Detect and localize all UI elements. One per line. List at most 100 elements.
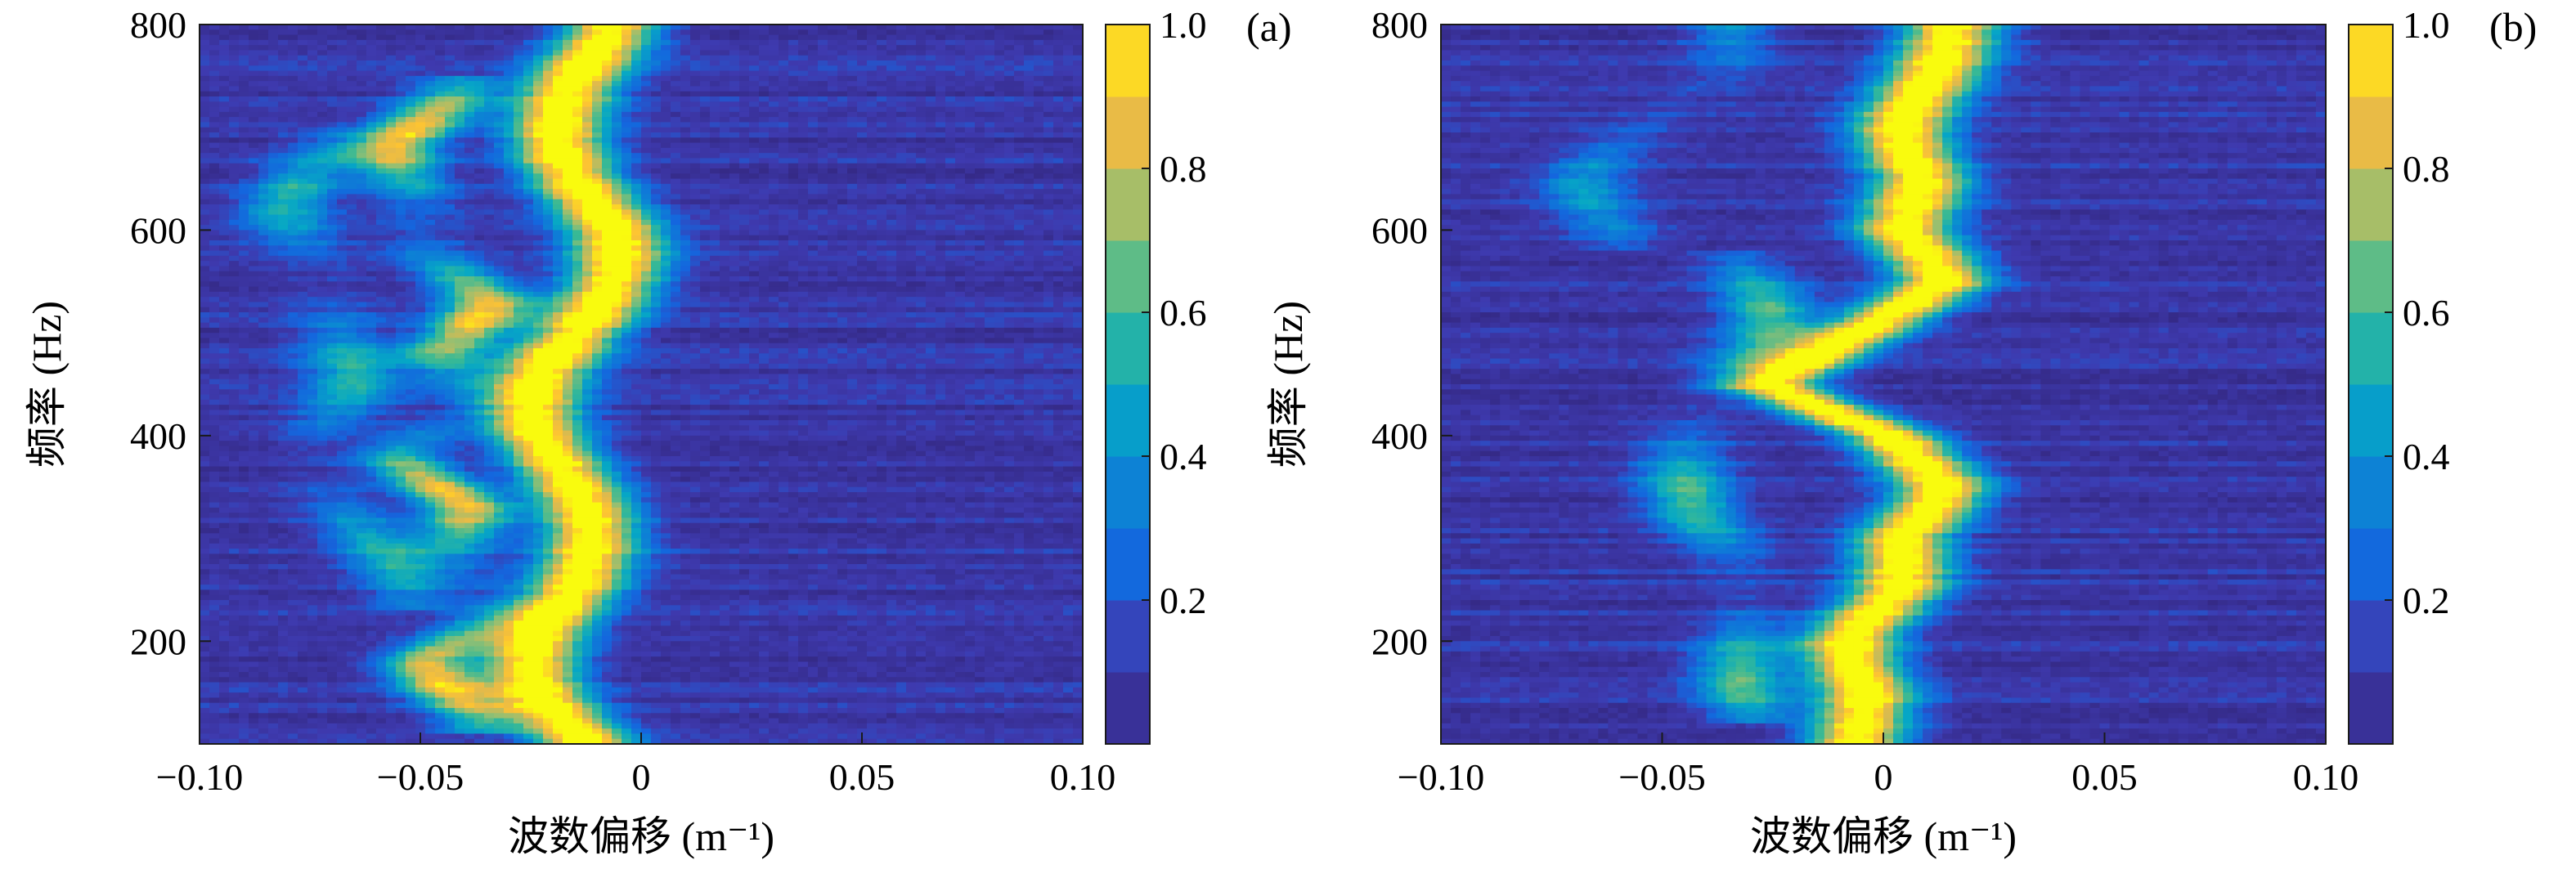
- heatmap-cell: [249, 291, 259, 298]
- heatmap-cell: [1043, 137, 1054, 144]
- heatmap-cell: [749, 65, 760, 72]
- heatmap-cell: [867, 189, 877, 195]
- heatmap-cell: [317, 235, 328, 241]
- heatmap-cell: [788, 45, 799, 52]
- heatmap-cell: [425, 60, 436, 66]
- heatmap-cell: [955, 45, 966, 52]
- heatmap-cell: [975, 137, 985, 144]
- heatmap-cell: [366, 39, 377, 46]
- heatmap-cell: [307, 81, 318, 87]
- heatmap-cell: [592, 91, 603, 97]
- heatmap-cell: [592, 291, 603, 298]
- heatmap-cell: [572, 297, 583, 303]
- heatmap-cell: [602, 183, 613, 190]
- heatmap-cell: [602, 101, 613, 108]
- heatmap-cell: [769, 34, 779, 41]
- heatmap-cell: [661, 178, 671, 185]
- heatmap-cell: [592, 194, 603, 200]
- heatmap-cell: [1034, 106, 1044, 113]
- heatmap-cell: [641, 50, 652, 56]
- heatmap-cell: [1053, 60, 1064, 66]
- heatmap-cell: [690, 65, 701, 72]
- heatmap-cell: [867, 55, 877, 61]
- heatmap-cell: [514, 281, 524, 288]
- heatmap-cell: [200, 86, 210, 92]
- heatmap-cell: [651, 81, 662, 87]
- heatmap-cell: [523, 142, 534, 149]
- heatmap-cell: [396, 271, 406, 277]
- heatmap-cell: [474, 199, 485, 205]
- heatmap-cell: [798, 55, 809, 61]
- heatmap-cell: [455, 271, 465, 277]
- heatmap-cell: [877, 209, 887, 216]
- heatmap-cell: [779, 255, 789, 262]
- heatmap-cell: [396, 209, 406, 216]
- heatmap-cell: [965, 219, 976, 226]
- heatmap-cell: [720, 122, 730, 128]
- heatmap-cell: [425, 302, 436, 308]
- heatmap-cell: [700, 137, 711, 144]
- heatmap-cell: [582, 91, 593, 97]
- heatmap-cell: [612, 255, 622, 262]
- heatmap-cell: [298, 173, 308, 180]
- heatmap-cell: [425, 250, 436, 257]
- heatmap-cell: [268, 219, 279, 226]
- heatmap-cell: [622, 250, 632, 257]
- heatmap-cell: [877, 96, 887, 102]
- heatmap-cell: [592, 137, 603, 144]
- heatmap-cell: [994, 55, 1005, 61]
- heatmap-cell: [994, 101, 1005, 108]
- heatmap-cell: [828, 199, 838, 205]
- heatmap-cell: [671, 235, 681, 241]
- heatmap-cell: [494, 194, 505, 200]
- heatmap-cell: [602, 70, 613, 77]
- heatmap-cell: [1043, 286, 1054, 293]
- heatmap-cell: [1034, 55, 1044, 61]
- heatmap-cell: [622, 75, 632, 82]
- heatmap-cell: [543, 91, 554, 97]
- heatmap-cell: [523, 29, 534, 36]
- heatmap-cell: [298, 106, 308, 113]
- heatmap-cell: [631, 271, 642, 277]
- heatmap-cell: [464, 204, 475, 210]
- heatmap-cell: [209, 250, 220, 257]
- heatmap-cell: [523, 302, 534, 308]
- heatmap-cell: [994, 50, 1005, 56]
- heatmap-cell: [1063, 127, 1074, 133]
- heatmap-cell: [857, 271, 868, 277]
- heatmap-cell: [543, 281, 554, 288]
- heatmap-cell: [906, 158, 917, 164]
- heatmap-cell: [474, 286, 485, 293]
- heatmap-cell: [563, 281, 573, 288]
- heatmap-cell: [739, 153, 750, 159]
- heatmap-cell: [239, 219, 249, 226]
- heatmap-cell: [847, 281, 858, 288]
- heatmap-cell: [484, 209, 495, 216]
- heatmap-cell: [219, 86, 230, 92]
- heatmap-cell: [455, 194, 465, 200]
- heatmap-cell: [1024, 245, 1034, 252]
- heatmap-cell: [602, 106, 613, 113]
- heatmap-cell: [366, 70, 377, 77]
- heatmap-cell: [514, 209, 524, 216]
- heatmap-cell: [504, 153, 514, 159]
- heatmap-cell: [690, 199, 701, 205]
- heatmap-cell: [317, 219, 328, 226]
- heatmap-cell: [1053, 39, 1064, 46]
- heatmap-cell: [563, 86, 573, 92]
- heatmap-cell: [877, 122, 887, 128]
- heatmap-cell: [690, 158, 701, 164]
- heatmap-cell: [798, 111, 809, 118]
- heatmap-cell: [347, 281, 357, 288]
- heatmap-cell: [602, 250, 613, 257]
- heatmap-cell: [808, 255, 819, 262]
- heatmap-cell: [945, 209, 956, 216]
- heatmap-cell: [1004, 168, 1015, 174]
- heatmap-cell: [798, 173, 809, 180]
- heatmap-cell: [464, 117, 475, 123]
- heatmap-cell: [553, 302, 563, 308]
- heatmap-cell: [759, 281, 770, 288]
- heatmap-cell: [818, 147, 828, 154]
- heatmap-cell: [975, 153, 985, 159]
- heatmap-cell: [209, 111, 220, 118]
